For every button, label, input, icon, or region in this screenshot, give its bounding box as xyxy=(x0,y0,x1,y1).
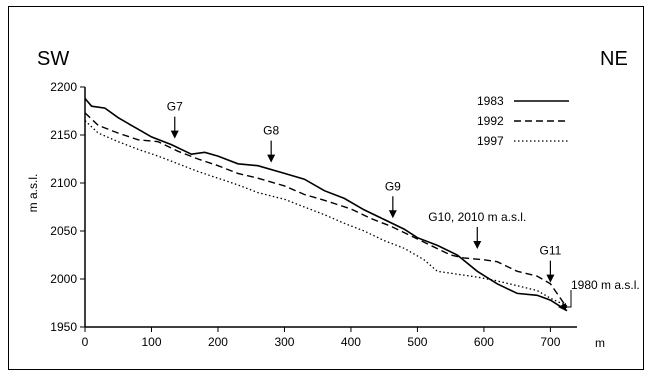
annotation-arrowhead xyxy=(546,274,555,283)
annotation-pointer xyxy=(565,290,572,308)
x-tick-label: 100 xyxy=(141,335,161,349)
y-axis-label: m a.s.l. xyxy=(26,174,40,213)
series-line-1983 xyxy=(84,97,568,312)
direction-label-sw: SW xyxy=(37,48,69,70)
annotations: G7 G8 G9 G10, 2010 m a.s.l. G11 1980 m a.s.l. xyxy=(167,100,640,311)
direction-label-ne: NE xyxy=(600,48,628,70)
chart-frame: SW NE m a.s.l. m 0 100 200 300 400 500 600 700 1… xyxy=(8,6,644,370)
elevation-profile-chart: SW NE m a.s.l. m 0 100 200 300 400 500 600 700 1… xyxy=(26,48,640,350)
x-tick-label: 0 xyxy=(82,335,89,349)
series-line-1992 xyxy=(84,112,568,309)
y-tick-label: 1950 xyxy=(50,320,77,334)
y-tick-label: 2050 xyxy=(50,224,77,238)
x-tick-label: 500 xyxy=(407,335,427,349)
annotation-arrowhead xyxy=(267,154,276,163)
annotation-arrowhead xyxy=(473,241,482,249)
annotation-arrowhead xyxy=(558,303,566,311)
annotation-arrowhead xyxy=(388,210,397,219)
annotation-arrowhead xyxy=(170,130,179,139)
annotation-label: 1980 m a.s.l. xyxy=(571,278,640,292)
x-tick-label: 300 xyxy=(274,335,294,349)
series-lines xyxy=(84,97,568,312)
x-tick-label: 200 xyxy=(208,335,228,349)
y-tick-label: 2100 xyxy=(50,176,77,190)
y-tick-label: 2200 xyxy=(50,80,77,94)
legend-label-1997: 1997 xyxy=(477,134,504,148)
axes: 0 100 200 300 400 500 600 700 1950 2000 2050 2100 21… xyxy=(50,80,577,349)
annotation-label: G10, 2010 m a.s.l. xyxy=(428,210,526,224)
legend-label-1992: 1992 xyxy=(477,114,504,128)
legend-label-1983: 1983 xyxy=(477,94,504,108)
annotation-label: G7 xyxy=(167,100,183,114)
y-tick-label: 2150 xyxy=(50,128,77,142)
annotation-label: G11 xyxy=(540,244,562,258)
y-tick-label: 2000 xyxy=(50,272,77,286)
x-tick-label: 600 xyxy=(474,335,494,349)
legend: 1983 1992 1997 xyxy=(477,94,569,148)
annotation-label: G8 xyxy=(263,124,279,138)
x-tick-label: 400 xyxy=(341,335,361,349)
x-axis-label: m xyxy=(595,336,605,350)
annotation-label: G9 xyxy=(385,179,401,193)
x-tick-label: 700 xyxy=(540,335,560,349)
